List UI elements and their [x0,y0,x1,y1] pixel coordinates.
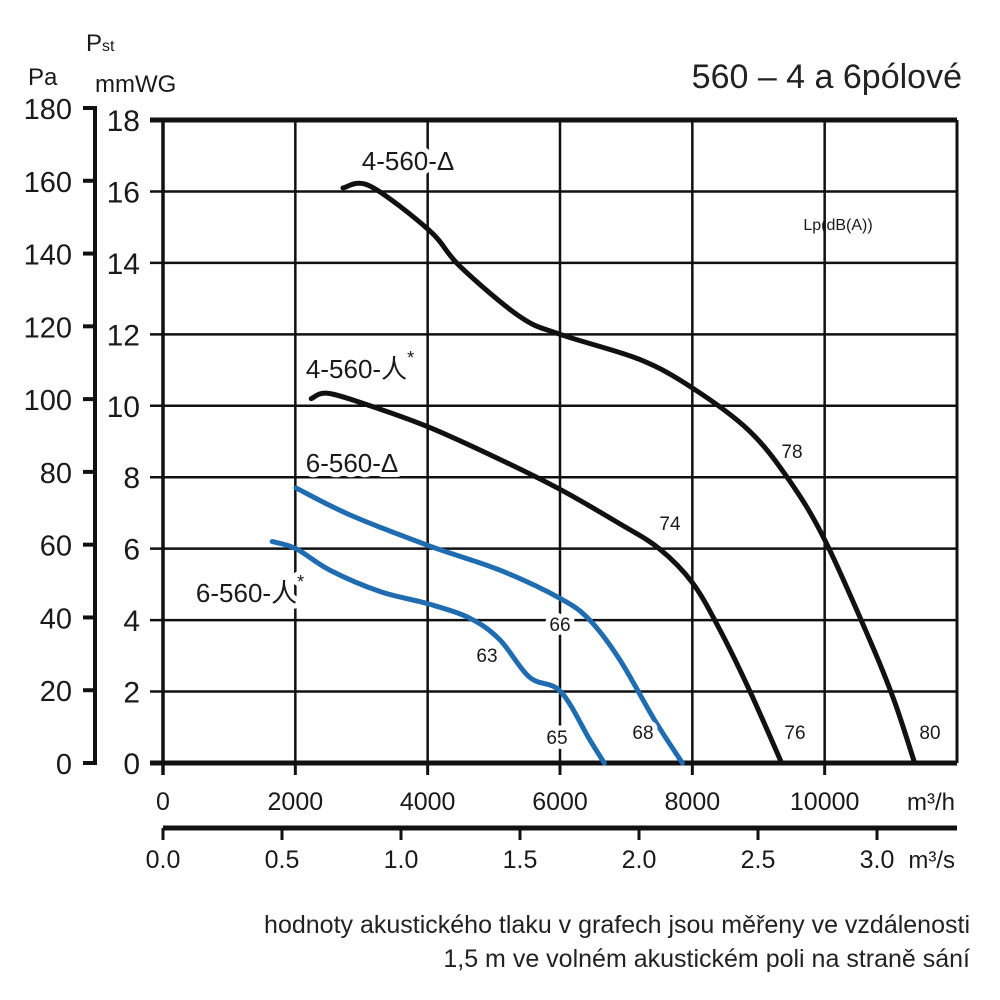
noise-level-label: 80 [919,723,940,744]
pst-symbol-label: Pst [86,30,115,57]
noise-level-label: 74 [659,514,681,535]
x-tick-label: 4000 [400,788,456,816]
chart-title: 560 – 4 a 6pólové [691,58,962,96]
series-label-asterisk: * [297,572,304,592]
y-tick-label-mmwg: 18 [107,105,140,138]
noise-level-label: 63 [476,646,497,667]
secondary-x-axis-unit-label: m³/s [908,847,955,874]
series-label: 4-560-Δ [362,146,455,176]
series-label: 6-560-人* [196,572,304,608]
secondary-x-tick-label: 1.0 [384,846,419,874]
y-tick-label-mmwg: 2 [123,677,140,710]
secondary-x-tick-label: 1.5 [503,846,538,874]
y-tick-label-mmwg: 14 [107,248,140,281]
series-line [293,485,685,766]
y-tick-label-pa: 0 [56,749,72,781]
y-tick-label-pa: 60 [40,531,72,563]
pa-unit-label: Pa [28,64,58,91]
series-line [340,180,918,766]
footnote-line-2: 1,5 m ve volném akustickém poli na stran… [443,945,970,973]
footnote-line-1: hodnoty akustického tlaku v grafech jsou… [264,911,970,939]
secondary-x-tick-label: 0.5 [265,846,300,874]
noise-level-legend-label: Lp(dB(A)) [803,217,872,234]
y-tick-label-pa: 160 [24,167,72,199]
y-tick-label-pa: 40 [40,603,72,635]
y-tick-label-mmwg: 6 [123,534,140,567]
y-tick-label-mmwg: 4 [123,605,140,638]
y-tick-label-pa: 120 [24,312,72,344]
series-label: 4-560-人* [306,348,414,384]
x-tick-label: 0 [156,788,170,816]
x-tick-label: 2000 [268,788,324,816]
secondary-x-tick-label: 0.0 [146,846,181,874]
noise-level-label: 68 [632,723,653,744]
noise-level-label: 65 [546,728,567,749]
y-tick-label-pa: 20 [40,676,72,708]
x-tick-label: 8000 [665,788,721,816]
series-line [269,539,607,766]
mmwg-unit-label: mmWG [95,71,176,98]
x-tick-label: 6000 [532,788,588,816]
y-tick-label-mmwg: 8 [123,462,140,495]
secondary-x-tick-label: 3.0 [860,846,895,874]
secondary-x-tick-label: 2.5 [741,846,776,874]
y-tick-label-pa: 80 [40,458,72,490]
noise-level-label: 76 [784,723,805,744]
series-label: 6-560-Δ [306,448,399,478]
noise-level-label: 78 [781,442,802,463]
noise-level-label: 66 [549,615,570,636]
x-axis-unit-label: m³/h [907,789,955,816]
y-tick-label-pa: 100 [24,385,72,417]
y-tick-label-mmwg: 12 [107,319,140,352]
x-tick-label: 10000 [790,788,860,816]
y-tick-label-mmwg: 16 [107,176,140,209]
y-tick-label-pa: 180 [24,94,72,126]
y-tick-label-mmwg: 10 [107,391,140,424]
y-tick-label-pa: 140 [24,240,72,272]
series-line [308,390,785,766]
secondary-x-tick-label: 2.0 [622,846,657,874]
y-tick-label-mmwg: 0 [123,748,140,781]
series-label-asterisk: * [407,348,414,368]
